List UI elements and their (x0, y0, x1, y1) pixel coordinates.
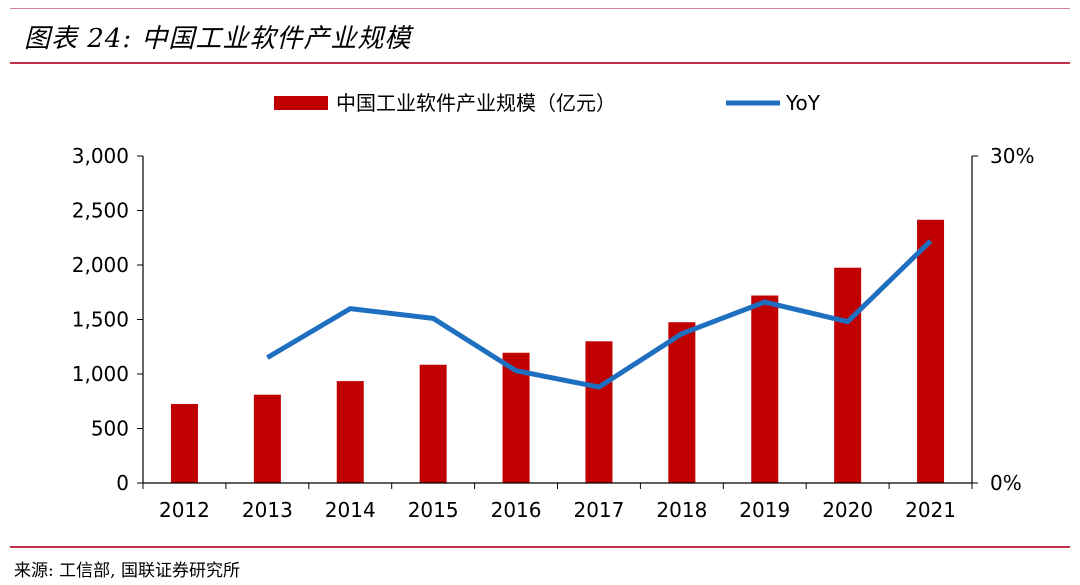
yoy-line (266, 239, 933, 390)
legend-bar-label: 中国工业软件产业规模（亿元） (336, 91, 616, 115)
left-tick-label: 3,000 (72, 144, 129, 168)
bar-2020 (834, 267, 862, 483)
right-tick-label: 0% (990, 471, 1022, 495)
source-note: 来源: 工信部, 国联证券研究所 (14, 561, 240, 581)
left-tick-label: 1,000 (72, 362, 129, 386)
bar-2014 (336, 381, 364, 483)
x-tick-label: 2018 (656, 498, 707, 522)
chart: 中国工业软件产业规模（亿元） YoY 2012 2013 2014 2015 2016 2… (72, 91, 1035, 522)
x-tick-label: 2013 (242, 498, 293, 522)
bar-2012 (170, 403, 198, 483)
left-tick-label: 500 (91, 417, 129, 441)
source-rule (10, 546, 1070, 548)
bar-2017 (585, 341, 613, 483)
x-tick-label: 2020 (822, 498, 873, 522)
x-tick-label: 2016 (491, 498, 542, 522)
x-tick-label: 2015 (408, 498, 459, 522)
x-tick-label: 2021 (905, 498, 956, 522)
axes: 2012 2013 2014 2015 2016 2017 2018 2019 2020 2021… (72, 144, 1035, 522)
left-tick-label: 1,500 (72, 308, 129, 332)
legend-bar-swatch (274, 96, 328, 110)
bar-series (170, 219, 945, 483)
bar-2019 (751, 295, 779, 483)
right-tick-label: 30% (990, 144, 1034, 168)
bar-2015 (419, 364, 447, 483)
title-rule (10, 62, 1070, 64)
figure-title: 图表 24: 中国工业软件产业规模 (24, 24, 412, 54)
legend-line-label: YoY (785, 91, 821, 115)
x-tick-label: 2017 (573, 498, 624, 522)
left-tick-label: 2,500 (72, 199, 129, 223)
x-tick-label: 2014 (325, 498, 376, 522)
bar-2018 (668, 322, 696, 483)
x-tick-label: 2012 (159, 498, 210, 522)
bar-2013 (253, 394, 281, 483)
left-tick-label: 0 (116, 471, 129, 495)
left-tick-label: 2,000 (72, 253, 129, 277)
x-tick-label: 2019 (739, 498, 790, 522)
top-rule (10, 8, 1070, 9)
bar-2021 (917, 219, 945, 483)
legend: 中国工业软件产业规模（亿元） YoY (274, 91, 821, 115)
